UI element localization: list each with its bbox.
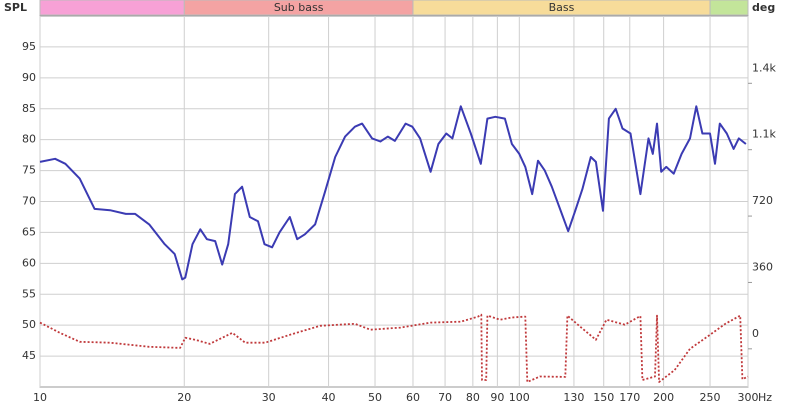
band-label: Sub bass <box>274 1 324 14</box>
y-tick-label: 75 <box>22 164 36 177</box>
y2-tick-label: 1.4k <box>752 61 776 74</box>
band <box>39 0 185 16</box>
x-tick-label: 70 <box>438 391 452 404</box>
x-tick-label: 100 <box>509 391 530 404</box>
x-tick-label: 90 <box>490 391 504 404</box>
series-line <box>39 313 749 383</box>
y-axis-label: SPL <box>4 1 27 14</box>
x-tick-label: 80 <box>466 391 480 404</box>
x-tick-label: 200 <box>653 391 674 404</box>
y-tick-label: 60 <box>22 256 36 269</box>
y-tick-label: 65 <box>22 225 36 238</box>
y-tick-label: 45 <box>22 349 36 362</box>
band-strip: Sub bass Bass <box>39 0 749 16</box>
y-tick-label: 95 <box>22 40 36 53</box>
band <box>709 0 749 16</box>
x-tick-label: 150 <box>593 391 614 404</box>
x-tick-label: 60 <box>406 391 420 404</box>
x-tick-label: 40 <box>322 391 336 404</box>
y2-axis-label: deg <box>752 1 775 14</box>
x-tick-label: 130 <box>563 391 584 404</box>
y-tick-label: 70 <box>22 195 36 208</box>
y2-tick-label: 1.1k <box>752 128 776 141</box>
series-lines <box>39 105 749 383</box>
x-axis-label: Hz <box>758 391 772 404</box>
y-tick-label: 90 <box>22 71 36 84</box>
x-tick-label: 30 <box>262 391 276 404</box>
y-tick-label: 80 <box>22 133 36 146</box>
x-tick-label: 170 <box>619 391 640 404</box>
x-tick-label: 10 <box>33 391 47 404</box>
y2-tick-label: 0 <box>752 327 759 340</box>
series-line <box>39 105 747 281</box>
x-tick-label: 250 <box>700 391 721 404</box>
y-tick-label: 50 <box>22 318 36 331</box>
x-tick-label: 50 <box>368 391 382 404</box>
y-tick-label: 55 <box>22 287 36 300</box>
y2-tick-label: 720 <box>752 194 773 207</box>
band-label: Bass <box>549 1 575 14</box>
y-tick-label: 85 <box>22 102 36 115</box>
x-tick-label: 20 <box>177 391 191 404</box>
x-tick-label: 300 <box>738 391 759 404</box>
y2-tick-label: 360 <box>752 260 773 273</box>
